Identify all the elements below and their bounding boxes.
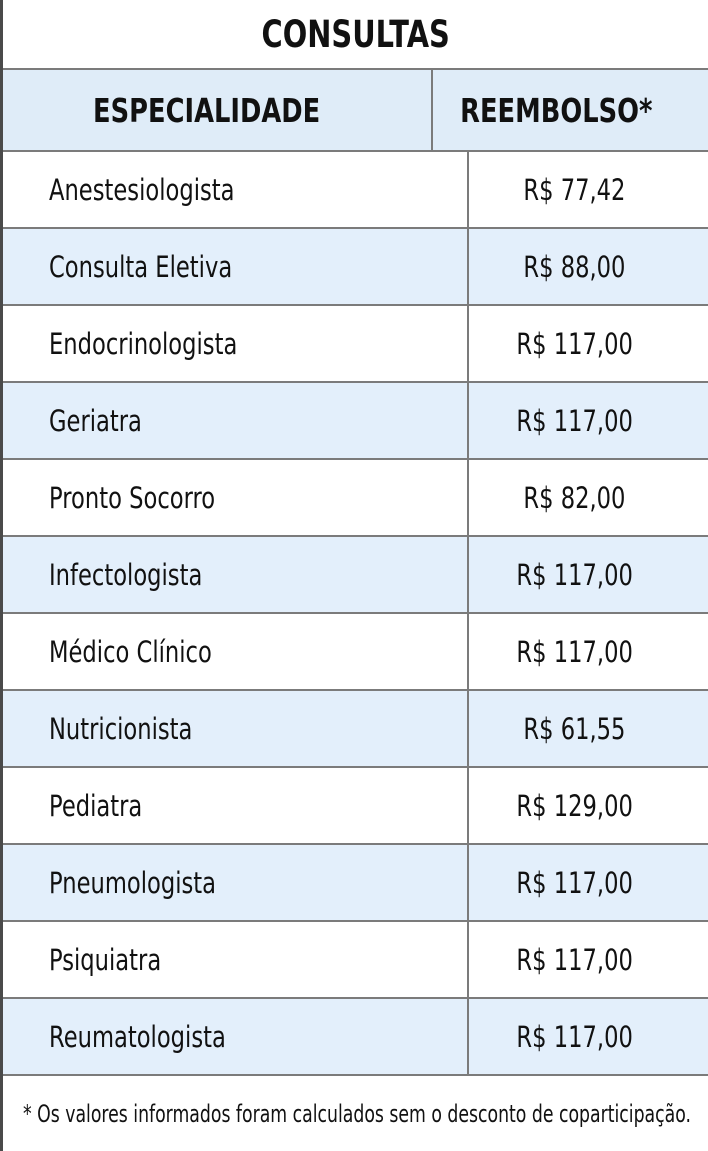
value-cell: R$ 117,00 [516,1019,633,1054]
specialty-cell: Infectologista [3,537,469,612]
specialty-cell: Anestesiologista [3,152,469,227]
column-header-especialidade: ESPECIALIDADE [3,70,434,150]
table-title-row: CONSULTAS [3,0,708,70]
table-row: Médico Clínico R$ 117,00 [3,614,708,691]
table-row: Pneumologista R$ 117,00 [3,845,708,922]
value-cell: R$ 117,00 [516,557,633,592]
table-row: Reumatologista R$ 117,00 [3,999,708,1076]
table-row: Nutricionista R$ 61,55 [3,691,708,768]
specialty-cell: Pediatra [3,768,469,843]
specialty-cell: Endocrinologista [3,306,469,381]
footnote: * Os valores informados foram calculados… [3,1076,708,1151]
column-header-reembolso: REEMBOLSO* [460,90,653,130]
specialty-cell: Geriatra [3,383,469,458]
specialty-cell: Psiquiatra [3,922,469,997]
table-row: Infectologista R$ 117,00 [3,537,708,614]
table-row: Consulta Eletiva R$ 88,00 [3,229,708,306]
value-cell: R$ 117,00 [516,865,633,900]
specialty-cell: Reumatologista [3,999,469,1074]
value-cell: R$ 117,00 [516,326,633,361]
table-row: Geriatra R$ 117,00 [3,383,708,460]
specialty-cell: Pronto Socorro [3,460,469,535]
value-cell: R$ 61,55 [523,711,626,746]
value-cell: R$ 117,00 [516,403,633,438]
value-cell: R$ 82,00 [523,480,626,515]
table-row: Pediatra R$ 129,00 [3,768,708,845]
value-cell: R$ 77,42 [523,172,626,207]
table-row: Psiquiatra R$ 117,00 [3,922,708,999]
value-cell: R$ 117,00 [516,634,633,669]
table-row: Anestesiologista R$ 77,42 [3,152,708,229]
table-header-row: ESPECIALIDADE REEMBOLSO* [3,70,708,152]
value-cell: R$ 117,00 [516,942,633,977]
table-row: Pronto Socorro R$ 82,00 [3,460,708,537]
specialty-cell: Pneumologista [3,845,469,920]
specialty-cell: Nutricionista [3,691,469,766]
table-row: Endocrinologista R$ 117,00 [3,306,708,383]
value-cell: R$ 88,00 [523,249,626,284]
value-cell: R$ 129,00 [516,788,633,823]
specialty-cell: Médico Clínico [3,614,469,689]
specialty-cell: Consulta Eletiva [3,229,469,304]
table-title: CONSULTAS [261,12,450,56]
